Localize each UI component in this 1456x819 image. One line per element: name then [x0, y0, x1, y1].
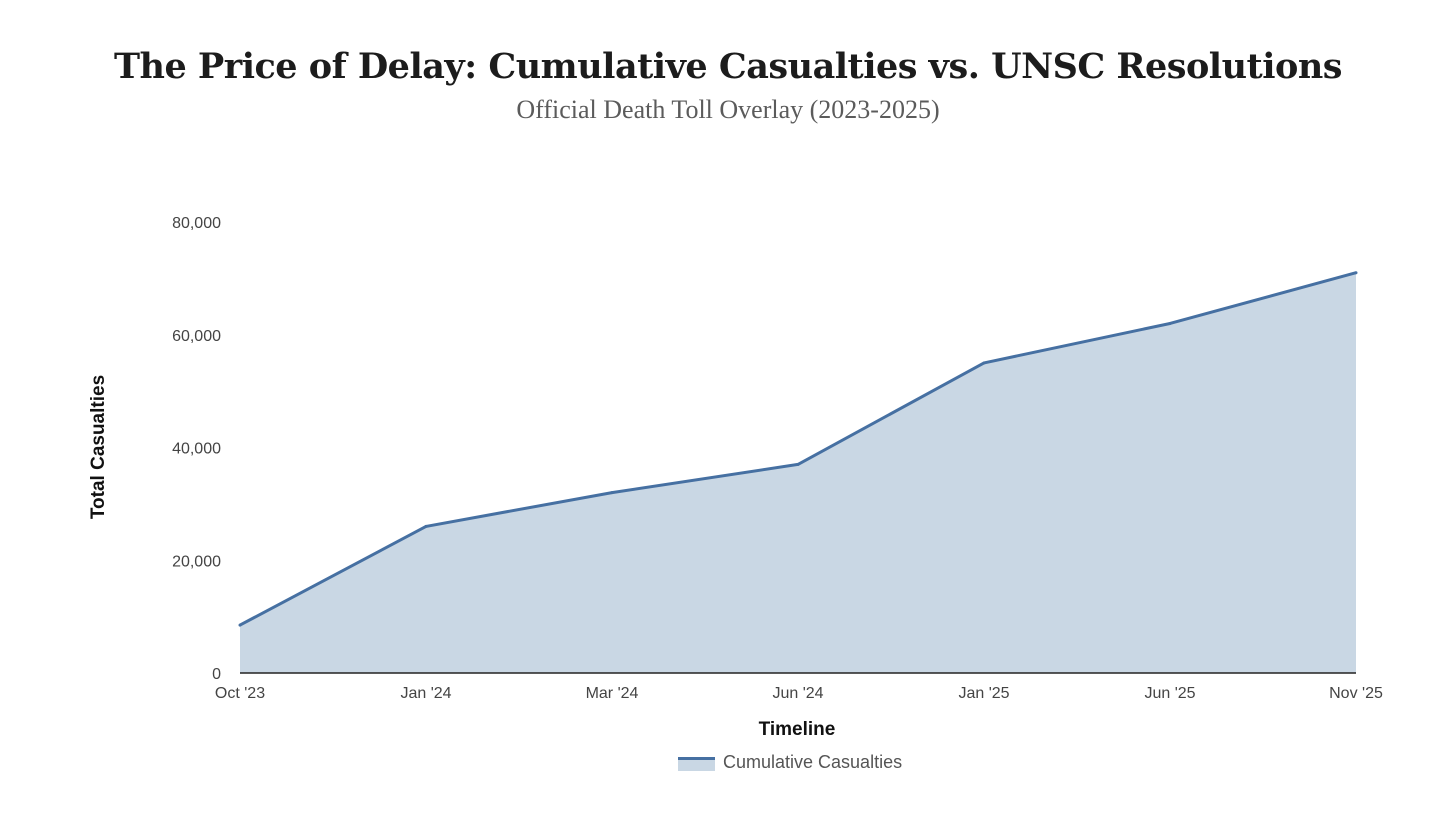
- x-axis-title: Timeline: [759, 719, 836, 740]
- x-tick-label: Nov '25: [1329, 685, 1383, 702]
- y-tick-label: 60,000: [172, 328, 221, 345]
- data-point: [1168, 321, 1172, 325]
- legend-label: Cumulative Casualties: [723, 752, 903, 772]
- x-tick-label: Jun '25: [1144, 685, 1195, 702]
- legend-swatch: [678, 756, 715, 771]
- x-tick-label: Jan '24: [400, 685, 451, 702]
- plot-layer: 0 20,000 40,000 60,000 80,000 Oct '23 Jan '24 M…: [172, 215, 1383, 702]
- x-tick-label: Mar '24: [586, 685, 639, 702]
- legend[interactable]: Cumulative Casualties: [678, 752, 902, 773]
- legend-swatch-fill: [678, 758, 715, 771]
- data-point: [424, 524, 428, 528]
- x-tick-label: Oct '23: [215, 685, 265, 702]
- data-point: [238, 623, 242, 627]
- y-axis-title: Total Casualties: [88, 375, 109, 519]
- data-point: [610, 491, 614, 495]
- y-tick-label: 0: [212, 666, 221, 683]
- data-point: [982, 361, 986, 365]
- y-tick-label: 40,000: [172, 441, 221, 458]
- chart-title: The Price of Delay: Cumulative Casualtie…: [113, 46, 1343, 87]
- y-tick-label: 80,000: [172, 215, 221, 232]
- x-tick-label: Jun '24: [772, 685, 823, 702]
- y-tick-label: 20,000: [172, 553, 221, 570]
- data-point: [796, 462, 800, 466]
- x-tick-label: Jan '25: [958, 685, 1009, 702]
- series-area-fill: [240, 272, 1356, 673]
- data-point: [1354, 271, 1358, 275]
- legend-swatch-line: [678, 756, 715, 760]
- chart-subtitle: Official Death Toll Overlay (2023-2025): [516, 95, 940, 124]
